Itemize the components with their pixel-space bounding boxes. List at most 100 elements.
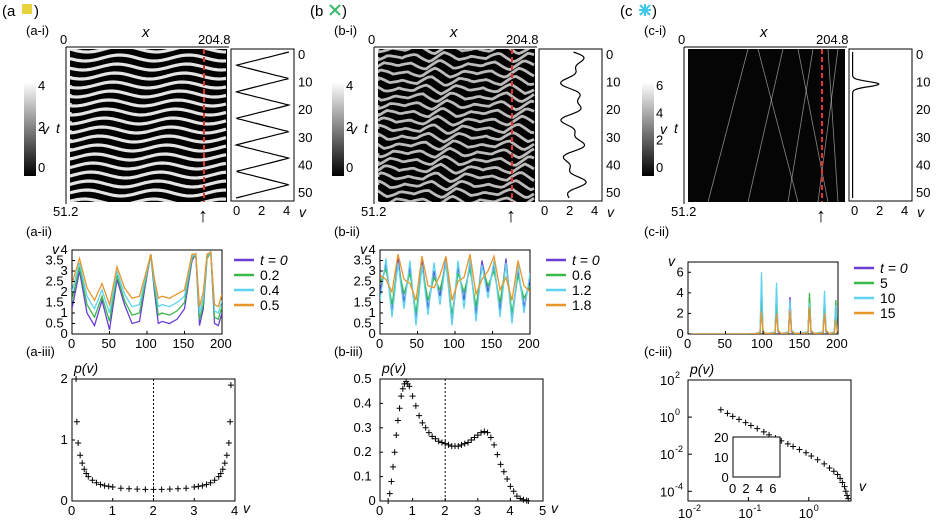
x-tick-label: 0	[376, 336, 383, 351]
stripe	[378, 187, 535, 199]
legend-label: 10	[880, 290, 896, 306]
data-point	[227, 382, 234, 389]
data-point	[203, 481, 210, 488]
series-group	[380, 253, 530, 326]
spacetime-pattern	[378, 49, 535, 202]
y-tick-label: 3.5	[354, 253, 372, 268]
data-point	[406, 383, 413, 390]
v-tick: 2	[258, 203, 265, 218]
x-tick-label: 0	[684, 336, 691, 351]
data-point	[77, 452, 84, 459]
x-tick-label: 100	[443, 336, 465, 351]
data-point	[455, 443, 462, 450]
data-point	[89, 477, 96, 484]
panel-header-close: )	[652, 3, 657, 20]
data-point	[399, 385, 406, 392]
data-point	[717, 406, 724, 413]
x-tick-label: 200	[826, 336, 848, 351]
y-tick-label: 0.5	[354, 316, 372, 331]
v-axis-label: v	[299, 204, 307, 220]
panels-root: (a)(a-i)(a-ii)(a-iii)0 x 204.851.2t420v↑01…	[2, 3, 930, 521]
stripe	[378, 123, 535, 135]
data-point	[494, 451, 501, 458]
data-point	[191, 483, 198, 490]
data-point	[461, 440, 468, 447]
series-group	[72, 250, 222, 330]
data-point	[821, 460, 828, 467]
x-tick-label: 2	[441, 503, 448, 518]
v-tick: 0	[541, 203, 548, 218]
x-tick-label: 10	[678, 506, 692, 521]
data-point	[142, 486, 149, 493]
data-point	[510, 488, 517, 495]
x-tick-label: 200	[210, 336, 232, 351]
y-tick-label: 4	[677, 285, 684, 300]
data-point	[396, 405, 403, 412]
colorbar-tick: 0	[38, 160, 45, 175]
y-tick-label: 2.5	[354, 274, 372, 289]
timeseries-panel: 0 10 20 30 40 50 0 2 4 v	[848, 47, 930, 220]
data-point	[481, 428, 488, 435]
y-tick-exponent: -2	[675, 444, 683, 454]
data-point	[199, 482, 206, 489]
data-point	[839, 479, 846, 486]
x-axis-label: x	[141, 24, 150, 41]
stripe	[70, 125, 227, 135]
timeseries-panel: 0 10 20 30 40 50 0 2 4 v	[230, 47, 312, 220]
t-tick: 10	[606, 75, 620, 90]
soliton-trace	[757, 49, 799, 202]
stripe	[70, 107, 227, 117]
data-point	[845, 495, 852, 502]
x-tick-max: 204.8	[198, 32, 231, 47]
data-point	[93, 479, 100, 486]
colorbar-tick: 4	[656, 105, 663, 120]
marker-asterisk-icon	[639, 4, 651, 16]
data-point	[520, 496, 527, 503]
legend-label: 0.4	[260, 282, 280, 298]
x-tick-label: 5	[539, 503, 546, 518]
y-tick-label: 2	[369, 284, 376, 299]
stripe	[378, 49, 531, 55]
y-tick-label: 0.5	[354, 371, 372, 386]
x-tick-0: 0	[368, 32, 375, 47]
t-axis-label: t	[56, 120, 61, 136]
y-tick-exponent: 0	[675, 407, 680, 417]
panel-header: (c	[620, 3, 633, 20]
data-point	[217, 470, 224, 477]
stripe	[70, 161, 227, 171]
stripe	[378, 114, 535, 127]
y-tick-label: 0	[369, 326, 376, 341]
y-tick-label: 10	[660, 373, 674, 388]
data-point	[729, 413, 736, 420]
legend-label: t = 0	[880, 260, 908, 276]
x-tick-label: 1	[109, 503, 116, 518]
y-tick-label: 1.5	[46, 295, 64, 310]
data-point	[742, 419, 749, 426]
timeseries-line	[233, 51, 292, 199]
stripe	[70, 179, 227, 189]
label-i: (b-i)	[334, 23, 357, 38]
series-line	[380, 253, 530, 301]
colorbar-label: v	[660, 121, 668, 137]
data-point	[412, 402, 419, 409]
x-tick-label: 0	[376, 503, 383, 518]
data-point	[183, 485, 190, 492]
colorbar-tick: 4	[346, 78, 353, 93]
y-tick-label: 0.5	[46, 316, 64, 331]
data-point	[416, 412, 423, 419]
chart-a-iii: 0 1 2 3 4 0 1 2 p(v) v	[61, 360, 252, 518]
data-point	[150, 486, 157, 493]
data-point	[458, 441, 465, 448]
stripe	[70, 62, 227, 72]
t-axis-label: t	[364, 120, 369, 136]
panel-header-close: )	[342, 3, 347, 20]
data-point	[221, 460, 228, 467]
data-point	[393, 432, 400, 439]
v-axis-label: v	[607, 204, 615, 220]
stripe	[70, 134, 227, 144]
legend-label: 1.8	[572, 297, 592, 313]
x-tick-label: 50	[102, 336, 116, 351]
x-tick-label: 150	[173, 336, 195, 351]
